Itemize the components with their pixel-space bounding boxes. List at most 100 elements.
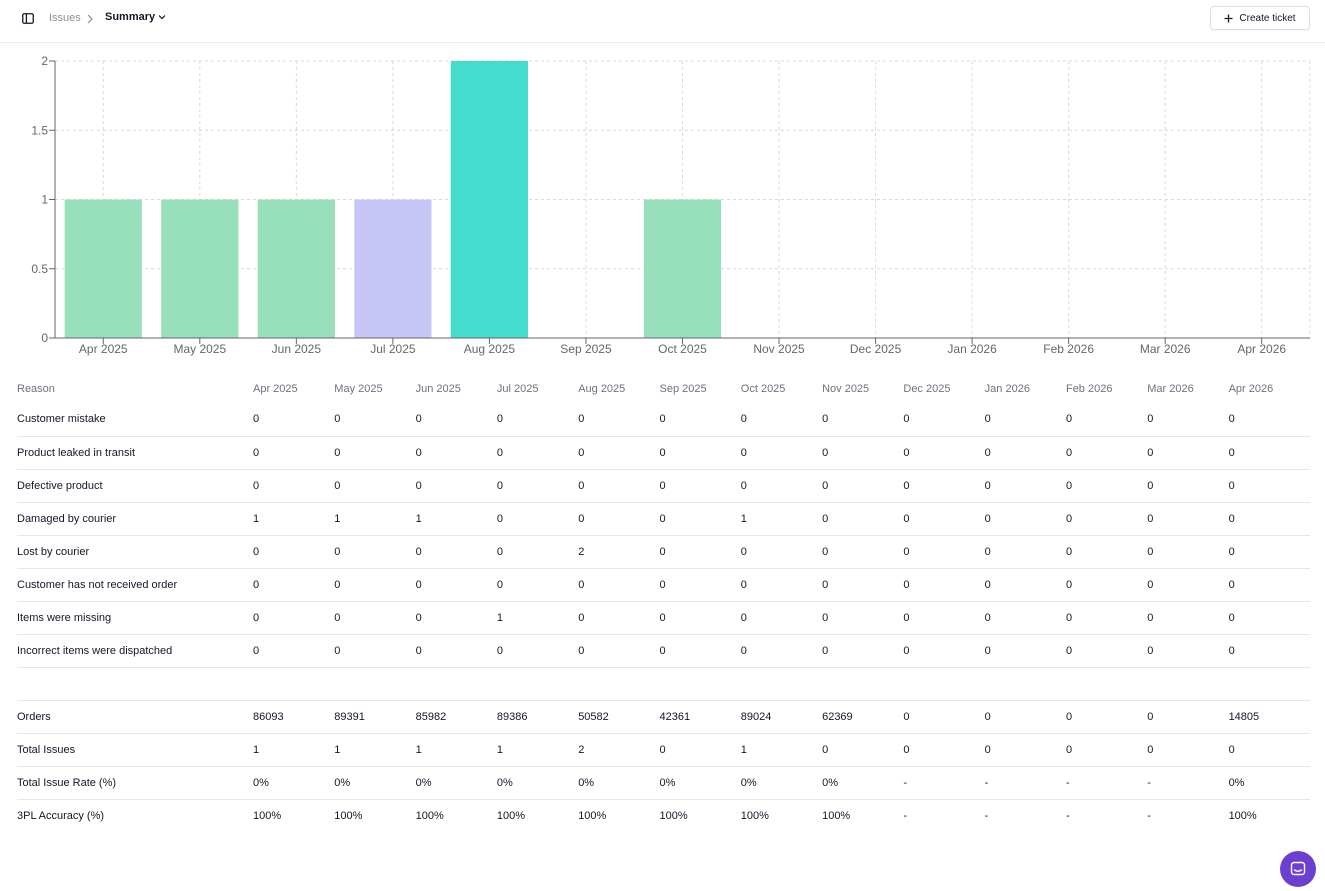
table-cell: 0: [903, 403, 985, 437]
table-cell: 0: [984, 568, 1066, 602]
table-cell: 0%: [1228, 766, 1310, 800]
table-cell: 0: [1065, 601, 1148, 635]
plus-icon: [1224, 14, 1233, 22]
breadcrumb-issues-link[interactable]: Issues: [49, 12, 81, 24]
column-header-reason: Reason: [17, 383, 55, 395]
table-cell: 0: [1065, 535, 1148, 569]
table-cell: 0: [659, 502, 741, 536]
create-ticket-button[interactable]: Create ticket: [1210, 6, 1310, 30]
table-cell: 0: [659, 469, 741, 503]
table-cell: 0%: [740, 766, 823, 800]
table-cell: 0: [578, 469, 660, 503]
table-cell: 1: [740, 502, 823, 536]
table-cell: 0: [253, 568, 335, 602]
table-cell: 0%: [659, 766, 741, 800]
table-cell: 0: [334, 634, 416, 668]
table-cell: 0: [1147, 700, 1229, 734]
row-label: 3PL Accuracy (%): [17, 809, 105, 822]
column-header-month: Mar 2026: [1147, 383, 1194, 395]
row-label: Total Issues: [17, 733, 253, 767]
table-cell: 0: [740, 568, 823, 602]
table-cell: 89391: [334, 700, 416, 734]
table-cell: 0: [659, 535, 741, 569]
row-label: Damaged by courier: [17, 502, 253, 536]
table-cell: 100%: [740, 809, 769, 822]
table-cell: 0%: [822, 766, 904, 800]
x-tick-label: Apr 2025: [79, 342, 128, 356]
table-cell: 0: [1065, 634, 1148, 668]
table-cell: 0%: [253, 766, 335, 800]
issues-bar-chart: 0 0.5 1 1.5 2 Apr 2025 May 2025 Jun 2025 Jul 202…: [31, 54, 1311, 356]
table-cell: 0: [578, 403, 660, 437]
summary-row: Orders 86093 89391 85982 89386 50582 42361 8902…: [17, 700, 1310, 734]
table-cell: 1: [415, 502, 497, 536]
table-cell: 0%: [415, 766, 497, 800]
breadcrumb-summary-dropdown[interactable]: Summary: [105, 11, 166, 23]
table-cell: 0: [903, 502, 985, 536]
table-cell: 0: [253, 535, 335, 569]
bar: [257, 199, 335, 338]
column-header-month: Dec 2025: [903, 383, 951, 395]
y-tick-label: 1: [41, 193, 48, 207]
table-cell: 0: [984, 634, 1066, 668]
table-cell: 0: [1228, 436, 1310, 470]
table-cell: 0: [253, 634, 335, 668]
table-cell: 0: [578, 436, 660, 470]
table-cell: 0: [1065, 403, 1148, 437]
table-cell: 100%: [253, 809, 282, 822]
table-cell: 0: [659, 568, 741, 602]
table-cell: 0: [496, 568, 579, 602]
table-cell: -: [903, 766, 985, 800]
table-cell: 0: [1228, 502, 1310, 536]
table-cell: 0: [984, 601, 1066, 635]
x-tick-label: Jun 2025: [272, 342, 322, 356]
table-cell: 50582: [578, 700, 660, 734]
table-cell: 0: [822, 535, 904, 569]
column-header-month: May 2025: [334, 383, 383, 395]
create-ticket-label: Create ticket: [1239, 12, 1296, 24]
table-cell: 0: [578, 568, 660, 602]
table-cell: 0: [822, 436, 904, 470]
table-cell: 0: [822, 568, 904, 602]
table-cell: -: [1147, 809, 1151, 822]
column-header-month: Nov 2025: [822, 383, 870, 395]
table-cell: 0: [740, 436, 823, 470]
table-cell: 0: [1147, 403, 1229, 437]
table-cell: 0: [1065, 469, 1148, 503]
table-cell: 0: [496, 502, 579, 536]
table-cell: -: [1065, 766, 1148, 800]
table-cell: 0: [903, 535, 985, 569]
table-cell: 0: [253, 436, 335, 470]
table-cell: 89024: [740, 700, 823, 734]
column-header-month: Aug 2025: [578, 383, 626, 395]
row-label: Customer mistake: [17, 403, 253, 437]
table-cell: 0: [1065, 700, 1148, 734]
table-cell: 0: [1065, 733, 1148, 767]
reason-row: Customer has not received order 0 0 0 0 0 0 0 0 0…: [17, 568, 1310, 602]
reason-row: Customer mistake 0 0 0 0 0 0 0 0 0 0 0 0 0: [17, 403, 1310, 437]
row-label: Total Issue Rate (%): [17, 766, 253, 800]
row-label: Defective product: [17, 469, 253, 503]
table-cell: 86093: [253, 700, 335, 734]
sidebar-toggle-icon[interactable]: [19, 9, 37, 27]
bar: [161, 199, 239, 338]
table-cell: 0: [903, 601, 985, 635]
table-cell: 0: [578, 634, 660, 668]
table-cell: 0: [1147, 601, 1229, 635]
table-cell: 0: [1147, 502, 1229, 536]
x-tick-label: Oct 2025: [658, 342, 707, 356]
table-cell: 0: [496, 535, 579, 569]
table-cell: 0: [740, 469, 823, 503]
table-cell: 0: [1147, 469, 1229, 503]
table-cell: 0: [984, 700, 1066, 734]
x-tick-label: May 2025: [173, 342, 226, 356]
table-cell: 100%: [578, 809, 607, 822]
chevron-down-icon: [158, 15, 166, 20]
reason-row: Items were missing 0 0 0 1 0 0 0 0 0 0 0 0 0: [17, 601, 1310, 635]
table-cell: 100%: [822, 809, 851, 822]
table-cell: 0: [415, 535, 497, 569]
row-label: Lost by courier: [17, 535, 253, 569]
table-cell: -: [1065, 809, 1070, 822]
table-cell: 0: [253, 469, 335, 503]
chat-launcher-button[interactable]: [1280, 851, 1316, 887]
